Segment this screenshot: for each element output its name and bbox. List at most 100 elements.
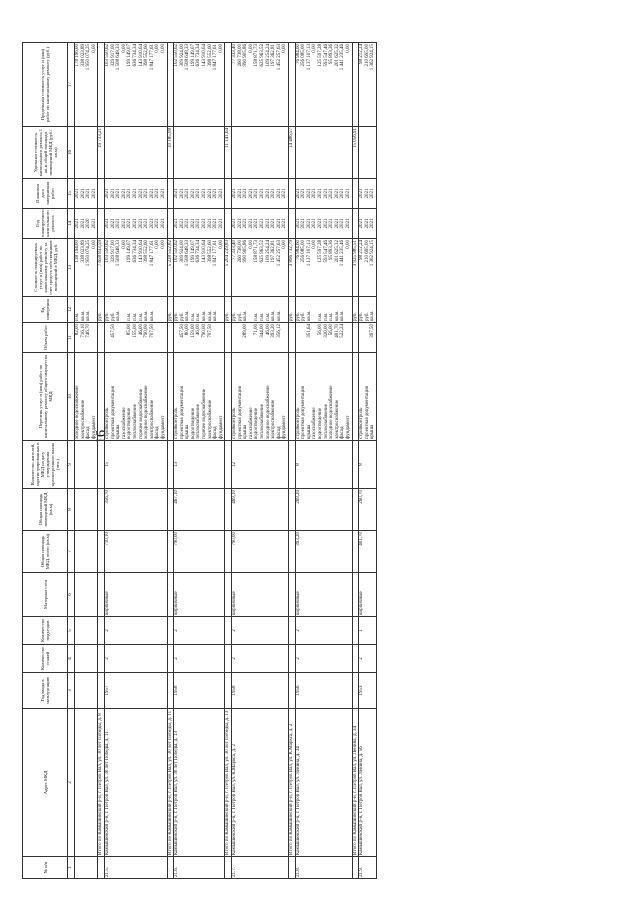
- cell-line: 2021: [91, 218, 97, 229]
- cell-line: [289, 210, 295, 237]
- column-header: Общая площадь МКД, всего (кв.м): [22, 530, 68, 573]
- cell-line: руб.: [352, 312, 358, 321]
- column-number: 6: [67, 572, 75, 617]
- cell-line: 10 185,08: [167, 128, 173, 148]
- cell-line: [370, 442, 376, 487]
- column-number: 11: [67, 322, 75, 353]
- column-header: Плановая дата завершения работ: [22, 178, 68, 209]
- table-cell: 2021 2021 2021 2021 2021 2021 2021 2021 2021 2021: [231, 208, 289, 239]
- column-header: Материал стен: [22, 572, 68, 617]
- cell-line: 15 056,91: [352, 128, 358, 148]
- cell-line: 0,00: [282, 44, 288, 53]
- cell-line: фундамент: [218, 415, 224, 439]
- cell-line: [225, 646, 231, 671]
- table-cell: 1957: [104, 672, 167, 709]
- cell-line: [346, 858, 352, 877]
- column-number: 1: [67, 856, 75, 879]
- cell-line: 1 362 924,15: [370, 240, 376, 267]
- cell-line: [289, 44, 295, 125]
- table-cell: [352, 616, 359, 645]
- cell-line: [289, 180, 295, 207]
- cell-line: [282, 646, 288, 671]
- table-cell: 11 141,64: [224, 126, 232, 179]
- table-cell: 2021 2021 2021 2021 2021 2021 2021 2021 2021 2021: [295, 178, 352, 209]
- column-number: 10: [67, 352, 75, 441]
- table-cell: [74, 440, 98, 489]
- cell-line: [346, 574, 352, 615]
- cell-line: [282, 618, 288, 643]
- cell-line: [346, 324, 352, 351]
- column-header: Предельная стоимость услуг и (или) работ…: [22, 42, 68, 127]
- cell-line: [346, 442, 352, 487]
- column-header: Количество этажей: [22, 644, 68, 673]
- table-cell: руб. руб. кв.м. п.м. п.м. п.м. кв.м. кв.м.: [231, 296, 289, 323]
- table-cell: 457,50 80,00 159,00 46,00 790,00 707,50: [173, 322, 225, 353]
- cell-line: [161, 324, 167, 351]
- column-number: 4: [67, 644, 75, 673]
- cell-line: [161, 490, 167, 529]
- cell-line: [161, 646, 167, 671]
- table-cell: 77 333,40 260 738,00 990 905,86 0,00 158 871…: [231, 238, 289, 297]
- table-row: 21.7. Камышинский р-н, г. Петров Вал, ул.…: [231, 42, 289, 879]
- table-cell: [74, 672, 98, 709]
- table-cell: [74, 856, 98, 879]
- cell-line: 19 733,21: [98, 128, 104, 148]
- cell-line: [92, 858, 98, 877]
- column-number: 13: [67, 238, 75, 297]
- column-number-row: 1 2 3 4 5 6 7 8 9 10 11 12 13 14 15 16 17: [67, 42, 75, 879]
- cell-line: 11 141,64: [225, 128, 231, 148]
- table-cell: [224, 42, 232, 127]
- table-cell: Камышинский р-н, г. Петров Вал, ул. Лени…: [295, 708, 352, 857]
- cell-line: [98, 210, 104, 237]
- cell-line: [92, 490, 98, 529]
- table-cell: [167, 644, 174, 673]
- cell-line: [225, 354, 231, 439]
- table-cell: 5 228 552,82: [167, 238, 174, 297]
- cell-line: [353, 674, 359, 707]
- table-cell: [167, 352, 174, 441]
- column-header: № п/п: [22, 856, 68, 879]
- cell-line: [161, 532, 167, 571]
- table-cell: 356,70: [104, 488, 167, 531]
- column-header: Перечень услуг и (или) работ по капиталь…: [22, 352, 68, 441]
- cell-line: [168, 210, 174, 237]
- table-cell: [167, 616, 174, 645]
- table-cell: 21.9.: [358, 856, 377, 879]
- table-cell: [224, 572, 232, 617]
- cell-line: [346, 298, 352, 321]
- cell-line: [219, 710, 225, 855]
- table-cell: кирпичные: [173, 572, 225, 617]
- cell-line: [161, 618, 167, 643]
- table-cell: [224, 616, 232, 645]
- table-cell: руб. руб. кв.м.: [358, 296, 377, 323]
- table-cell: 2: [104, 644, 167, 673]
- table-cell: [173, 126, 225, 179]
- table-cell: Итого по Камышинский р-н, г. Петров Вал,…: [224, 708, 232, 857]
- column-number: 17: [67, 42, 75, 127]
- cell-line: [353, 442, 359, 487]
- table-cell: [97, 616, 105, 645]
- cell-line: [225, 618, 231, 643]
- cell-line: [282, 324, 288, 351]
- cell-line: 2021: [218, 188, 224, 199]
- table-body: 1 2 3 4 5 6 7 8 9 10 11 12 13 14 15 16 17 холодное водос…: [67, 42, 377, 879]
- total-row: Итого по Камышинский р-н, г. Петров Вал,…: [167, 42, 174, 879]
- cell-line: [219, 490, 225, 529]
- cell-line: Итого по Камышинский р-н, г. Петров Вал,…: [225, 710, 231, 855]
- cell-line: [168, 858, 174, 877]
- table-cell: 2021 2021 2021: [358, 208, 377, 239]
- table-cell: 13: [173, 440, 225, 489]
- table-cell: 2: [173, 644, 225, 673]
- cell-line: [225, 324, 231, 351]
- table-cell: руб.: [97, 296, 105, 323]
- table-cell: [97, 440, 105, 489]
- cell-line: [219, 674, 225, 707]
- table-row: 21.5. Камышинский р-н, г. Петров Вал, ул.…: [104, 42, 167, 879]
- table-cell: 2021 2021 2021 2021 2021 2021 2021 2021 2021: [173, 178, 225, 209]
- cell-line: 7 658 833,59: [98, 240, 104, 267]
- cell-line: [161, 710, 167, 855]
- table-cell: [74, 126, 98, 179]
- cell-line: [353, 574, 359, 615]
- cell-line: [353, 324, 359, 351]
- cell-line: 0,00: [91, 240, 97, 249]
